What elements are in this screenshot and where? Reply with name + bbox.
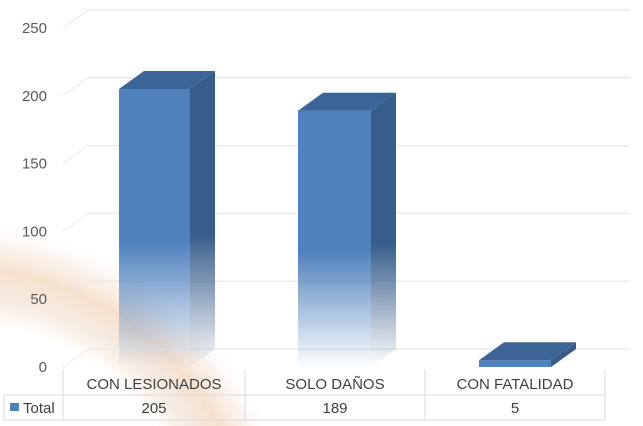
y-tick-label: 50 — [30, 291, 47, 308]
category-label: CON LESIONADOS — [86, 376, 221, 393]
gridline-diagonal — [62, 280, 89, 300]
series-label: Total — [23, 400, 55, 417]
gridline-diagonal — [62, 145, 89, 165]
bar-con-fatalidad — [479, 342, 576, 367]
table-value: 5 — [511, 400, 519, 417]
gridline-diagonal — [62, 77, 89, 97]
y-tick-label: 250 — [22, 20, 47, 37]
gridline-diagonal — [62, 212, 89, 232]
table-value: 205 — [141, 400, 166, 417]
bar-side — [371, 92, 396, 367]
y-tick-label: 100 — [22, 223, 47, 240]
bar-con-lesionados — [119, 71, 215, 368]
y-axis-labels: 0 50 100 150 200 250 — [22, 20, 47, 376]
legend-key-icon — [10, 403, 19, 411]
table-value: 189 — [322, 400, 347, 417]
category-label: SOLO DAÑOS — [285, 376, 384, 393]
bar-side — [190, 71, 215, 368]
bar-front — [479, 360, 551, 367]
y-tick-label: 0 — [39, 359, 47, 376]
y-tick-label: 150 — [22, 156, 47, 173]
bar-top — [479, 342, 576, 361]
category-label: CON FATALIDAD — [457, 376, 574, 393]
y-tick-label: 200 — [22, 88, 47, 105]
bar-front — [119, 89, 190, 368]
bar-top — [298, 92, 396, 111]
data-table: CON LESIONADOS SOLO DAÑOS CON FATALIDAD Tot… — [3, 370, 606, 421]
bar-front — [298, 110, 371, 367]
bar-side — [551, 342, 576, 367]
bar-top — [119, 71, 215, 90]
gridline-diagonal — [62, 348, 89, 368]
gridline-diagonal — [62, 9, 89, 29]
bars — [119, 71, 576, 368]
bar-solo-da-os — [298, 92, 396, 367]
